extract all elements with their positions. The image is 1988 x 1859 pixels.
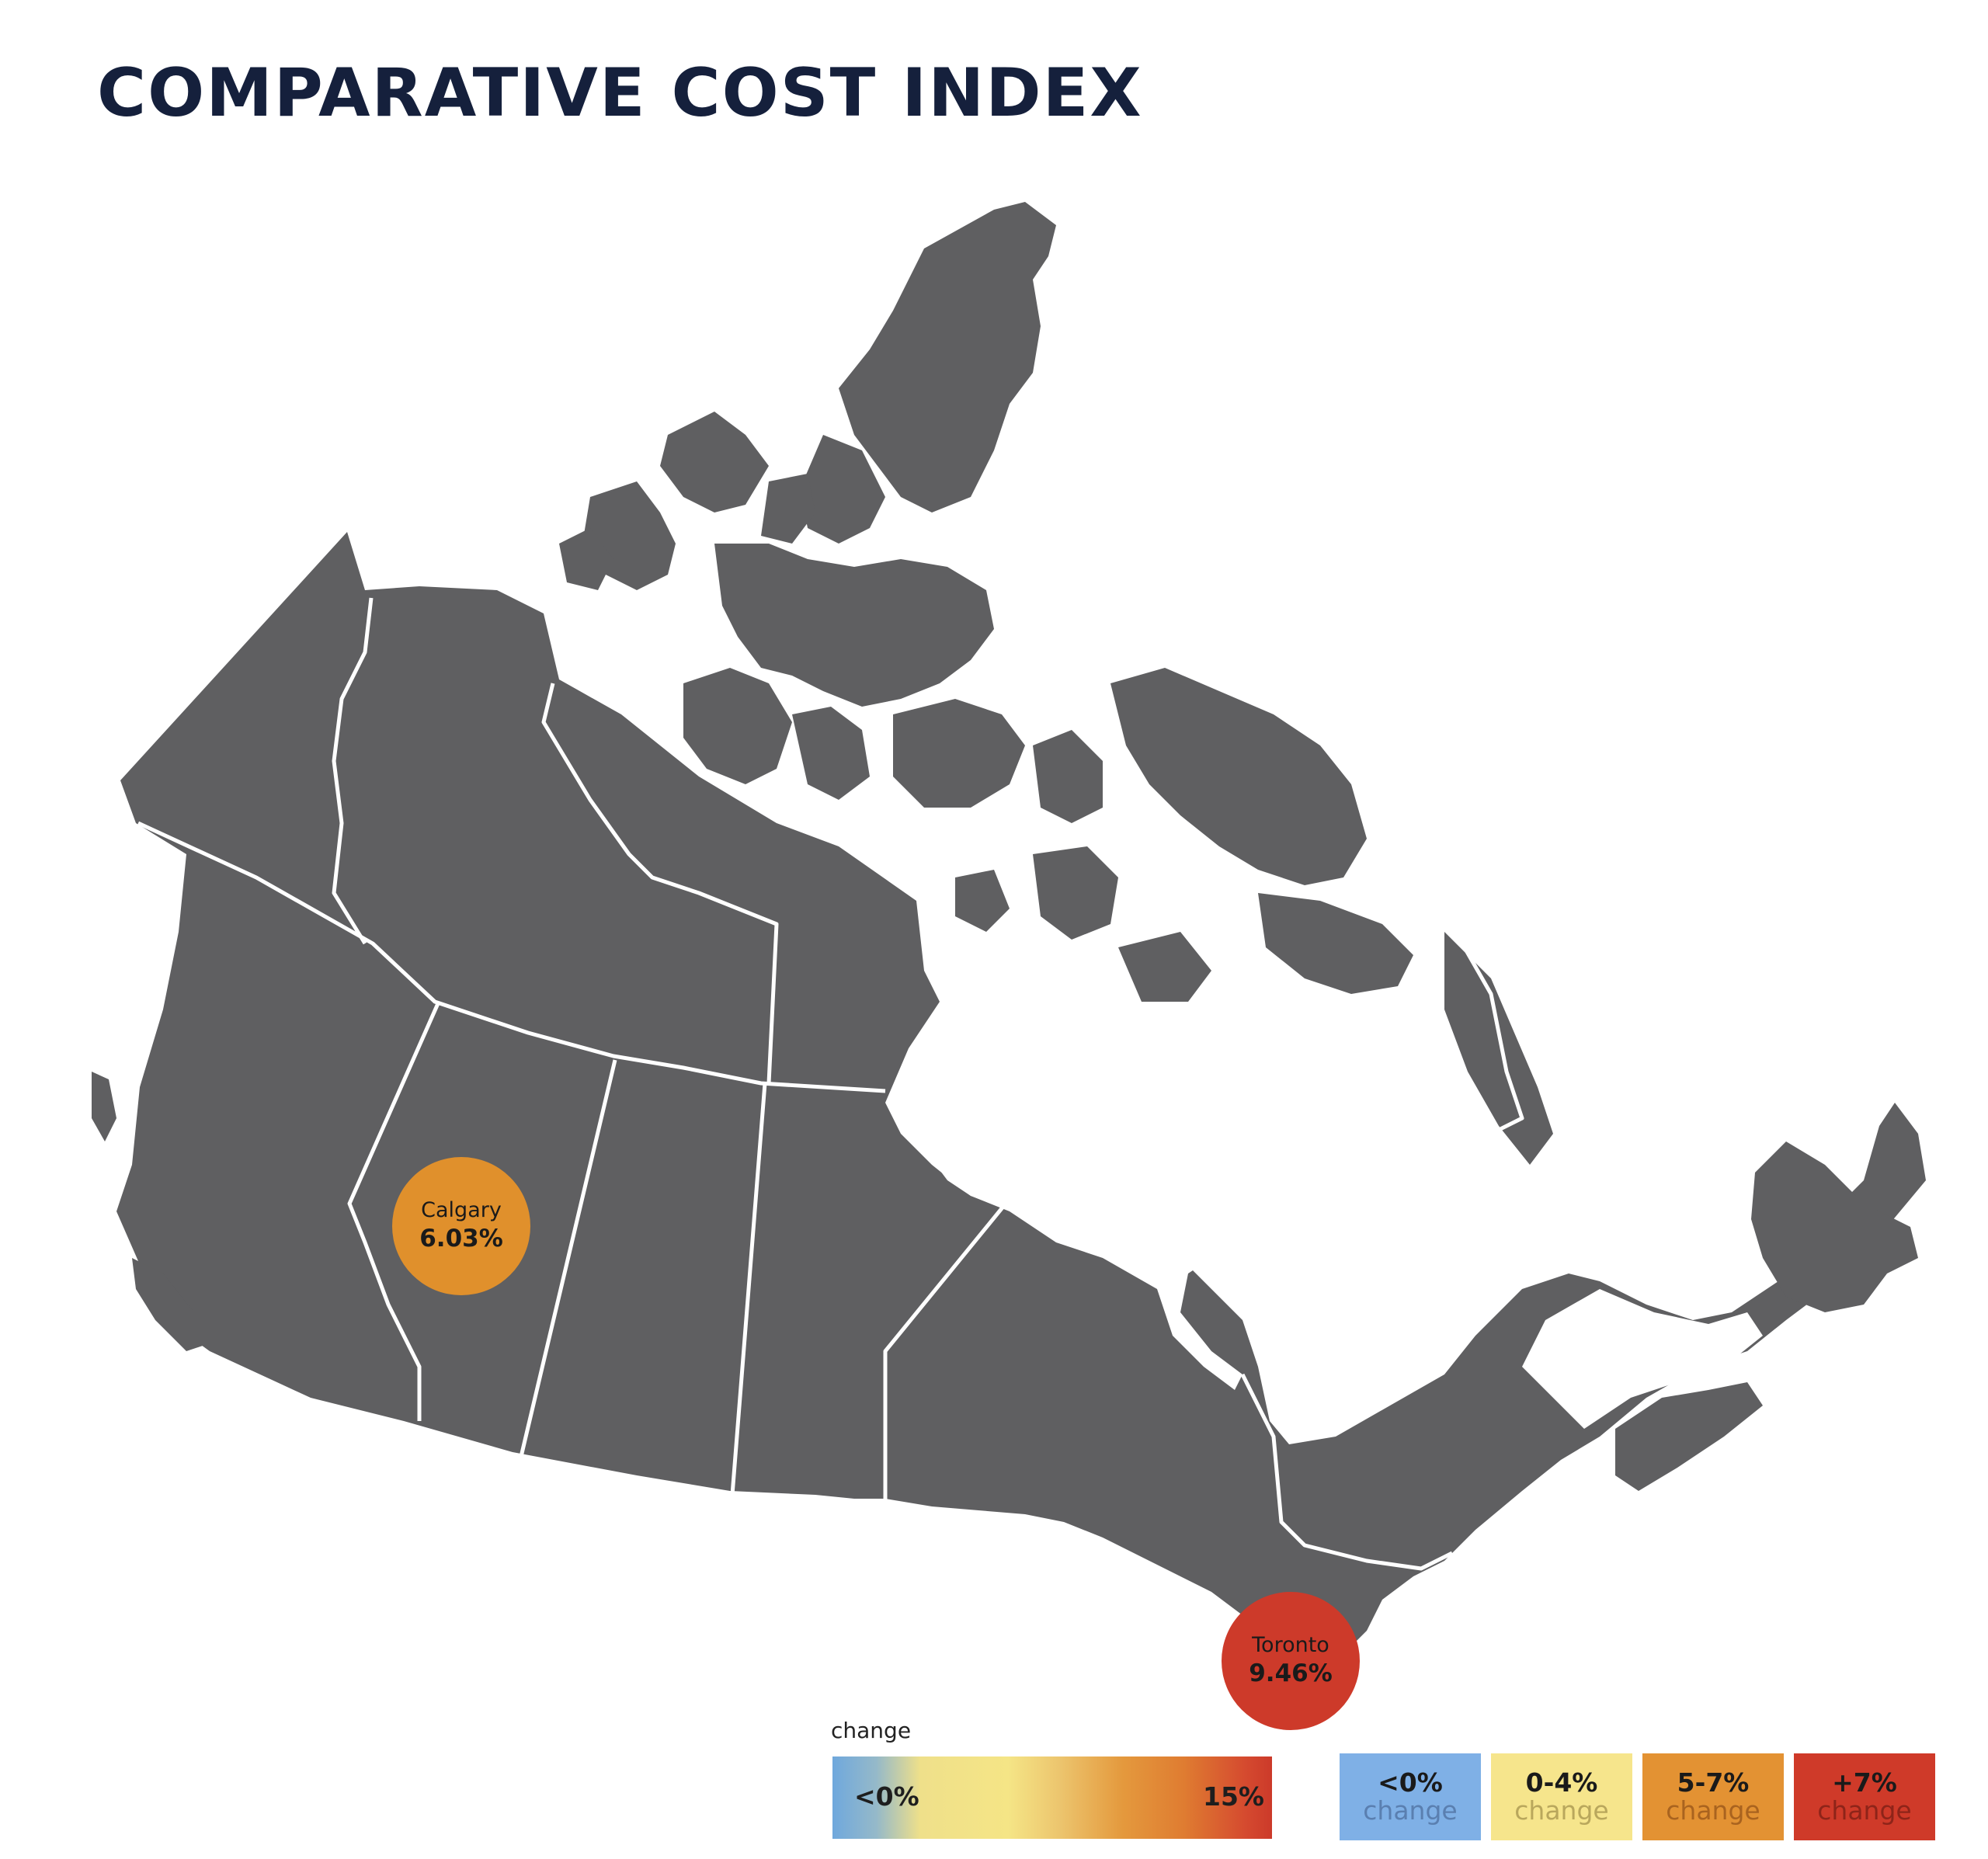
legend-bucket-low: 0-4% change xyxy=(1491,1753,1632,1840)
legend-caption: change xyxy=(831,1718,912,1743)
bucket-range: 5-7% xyxy=(1677,1767,1750,1798)
toronto-value: 9.46% xyxy=(1249,1659,1333,1687)
mainland-shape xyxy=(116,532,1926,1677)
page-title: COMPARATIVE COST INDEX xyxy=(97,54,1143,132)
bucket-range: +7% xyxy=(1832,1767,1897,1798)
bucket-word: change xyxy=(1817,1795,1912,1826)
gradient-high-label: 15% xyxy=(1203,1781,1264,1812)
province-borders xyxy=(137,597,1718,1571)
legend-gradient-bar: <0% 15% xyxy=(832,1756,1272,1839)
toronto-city-label: Toronto xyxy=(1252,1633,1329,1658)
gradient-low-label: <0% xyxy=(854,1781,919,1812)
bucket-word: change xyxy=(1363,1795,1458,1826)
bucket-word: change xyxy=(1666,1795,1760,1826)
newfoundland xyxy=(1751,1141,1918,1312)
legend-bucket-high: +7% change xyxy=(1794,1753,1935,1840)
vancouver-island xyxy=(132,1258,210,1351)
nova-scotia xyxy=(1615,1382,1763,1491)
legend-bucket-mid: 5-7% change xyxy=(1642,1753,1784,1840)
calgary-marker[interactable]: Calgary 6.03% xyxy=(392,1157,530,1295)
hudson-bay xyxy=(885,947,1266,1390)
arctic-islands xyxy=(559,202,1553,1165)
toronto-marker[interactable]: Toronto 9.46% xyxy=(1222,1592,1360,1730)
bucket-range: <0% xyxy=(1378,1767,1443,1798)
bucket-word: change xyxy=(1514,1795,1609,1826)
calgary-value: 6.03% xyxy=(419,1224,503,1253)
gulf-st-lawrence xyxy=(1522,1289,1763,1429)
legend-bucket-negative: <0% change xyxy=(1340,1753,1481,1840)
calgary-city-label: Calgary xyxy=(421,1198,502,1223)
bucket-range: 0-4% xyxy=(1525,1767,1598,1798)
haida-gwaii xyxy=(92,1072,116,1141)
